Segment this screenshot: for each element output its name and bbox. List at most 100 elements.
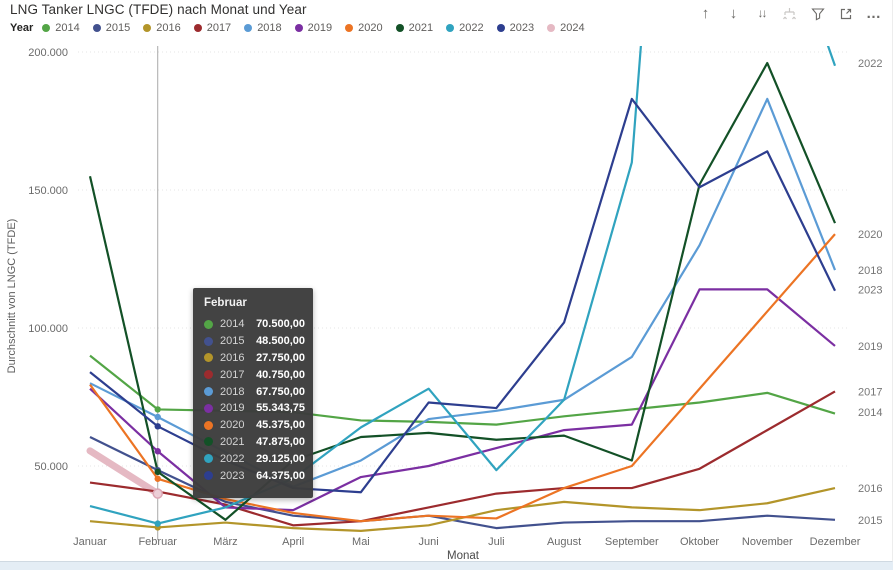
tooltip-value: 45.375,00: [256, 419, 305, 432]
legend-item-label: 2021: [408, 22, 434, 34]
y-tick-label: 200.000: [28, 47, 68, 59]
tooltip-series-dot-icon: [204, 370, 213, 380]
tooltip-value: 67.750,00: [256, 385, 305, 398]
legend-item-2018[interactable]: 2018: [244, 22, 282, 34]
tooltip-year-label: 2022: [220, 452, 245, 465]
y-tick-label: 100.000: [28, 323, 68, 335]
tooltip-year-label: 2023: [220, 469, 245, 482]
x-tick-label: Oktober: [680, 536, 719, 548]
tooltip-value: 40.750,00: [256, 368, 305, 381]
legend-item-2017[interactable]: 2017: [193, 22, 232, 34]
visual-header-toolbar: ↑ ↓ ↓↓ …: [697, 5, 882, 22]
x-tick-label: April: [282, 536, 304, 548]
tooltip-year-label: 2021: [220, 435, 245, 448]
feb-marker-2014: [154, 406, 161, 413]
series-end-label-2018: 2018: [858, 265, 882, 277]
legend-item-2016[interactable]: 2016: [143, 22, 181, 34]
series-line-2017[interactable]: [89, 390, 836, 527]
series-end-label-2015: 2015: [858, 515, 882, 527]
x-tick-label: Juni: [419, 536, 439, 548]
legend-item-2023[interactable]: 2023: [496, 22, 535, 34]
legend-dot-icon: [345, 24, 354, 32]
legend-item-label: 2024: [560, 22, 585, 34]
legend-item-label: 2020: [358, 22, 383, 34]
tooltip-value: 48.500,00: [256, 335, 305, 348]
series-line-2024[interactable]: [86, 447, 162, 498]
legend-item-label: 2022: [459, 22, 484, 34]
go-to-next-level-icon[interactable]: ↓↓: [757, 6, 768, 20]
legend-item-2019[interactable]: 2019: [294, 22, 333, 34]
series-line-2022[interactable]: [89, 0, 837, 525]
tooltip-month-title: Februar: [204, 297, 247, 309]
x-tick-label: Mai: [352, 536, 370, 548]
series-line-2019[interactable]: [89, 288, 836, 512]
series-endpoint-marker-2024: [152, 488, 163, 499]
tooltip-series-dot-icon: [204, 403, 213, 413]
x-tick-label: Februar: [138, 536, 177, 548]
tooltip-series-dot-icon: [204, 420, 213, 430]
legend-item-2021[interactable]: 2021: [395, 22, 434, 34]
x-tick-label: September: [605, 536, 659, 548]
x-tick-label: Dezember: [810, 536, 861, 548]
legend-item-2022[interactable]: 2022: [446, 22, 484, 34]
legend-item-label: 2023: [509, 22, 535, 34]
feb-marker-2023: [154, 423, 161, 430]
x-tick-label: August: [547, 536, 581, 548]
tooltip-series-dot-icon: [204, 454, 213, 464]
tooltip-value: 47.875,00: [256, 435, 305, 448]
legend-dot-icon: [193, 24, 202, 32]
tooltip-row-2023: 2023 64.375,00: [204, 467, 305, 484]
tooltip-series-dot-icon: [204, 353, 213, 363]
series-end-label-2022: 2022: [858, 58, 882, 70]
x-tick-label: November: [742, 536, 793, 548]
legend-item-2024[interactable]: 2024: [547, 22, 585, 34]
feb-marker-2019: [154, 448, 161, 455]
legend-item-2014[interactable]: 2014: [42, 22, 80, 34]
legend: Year 2014 2015 2016 2017 2018 2019 2020 2021 202…: [10, 21, 598, 35]
tooltip-row-2015: 2015 48.500,00: [204, 333, 305, 350]
series-end-label-2016: 2016: [858, 483, 882, 495]
page-bottom-strip: [0, 562, 893, 570]
legend-item-label: 2016: [156, 22, 181, 34]
legend-item-2020[interactable]: 2020: [345, 22, 383, 34]
legend-item-label: 2019: [307, 22, 333, 34]
tooltip-row-2016: 2016 27.750,00: [204, 350, 305, 367]
focus-mode-icon[interactable]: [837, 5, 854, 22]
series-line-2021[interactable]: [88, 61, 837, 521]
tooltip-year-label: 2018: [220, 385, 245, 398]
legend-item-2015[interactable]: 2015: [92, 22, 130, 34]
legend-dot-icon: [244, 24, 253, 32]
legend-item-label: 2018: [257, 22, 282, 34]
tooltip-year-label: 2016: [220, 351, 245, 364]
feb-marker-2021: [154, 468, 161, 476]
drill-down-icon[interactable]: ↓: [729, 5, 738, 22]
tooltip-row-2020: 2020 45.375,00: [204, 417, 305, 434]
tooltip-series-dot-icon: [204, 387, 213, 397]
y-tick-label: 50.000: [34, 461, 68, 473]
tooltip-row-2022: 2022 29.125,00: [204, 450, 305, 467]
expand-all-levels-icon[interactable]: [781, 5, 798, 22]
tooltip-value: 70.500,00: [256, 318, 305, 331]
y-axis-title: Durchschnitt von LNGC (TFDE): [6, 219, 18, 374]
tooltip-year-label: 2015: [220, 335, 245, 348]
tooltip-value: 64.375,00: [256, 469, 305, 482]
more-options-icon[interactable]: …: [866, 5, 881, 22]
tooltip-value: 29.125,00: [256, 452, 305, 465]
visual-title: LNG Tanker LNGC (TFDE) nach Monat und Ye…: [10, 2, 307, 17]
drill-up-icon[interactable]: ↑: [701, 5, 710, 22]
legend-item-label: 2017: [206, 22, 232, 34]
tooltip-row-2018: 2018 67.750,00: [204, 383, 305, 400]
legend-dot-icon: [547, 24, 556, 32]
series-end-label-2020: 2020: [858, 229, 882, 241]
tooltip-year-label: 2020: [220, 419, 245, 432]
x-tick-label: Januar: [73, 536, 107, 548]
tooltip-row-2014: 2014 70.500,00: [204, 316, 305, 333]
tooltip-series-dot-icon: [204, 336, 213, 346]
feb-marker-2018: [154, 413, 161, 421]
filter-icon[interactable]: [809, 5, 826, 22]
tooltip-year-label: 2019: [220, 402, 245, 415]
tooltip-row-2017: 2017 40.750,00: [204, 366, 305, 383]
tooltip-series-dot-icon: [204, 319, 213, 329]
legend-dot-icon: [395, 24, 404, 32]
